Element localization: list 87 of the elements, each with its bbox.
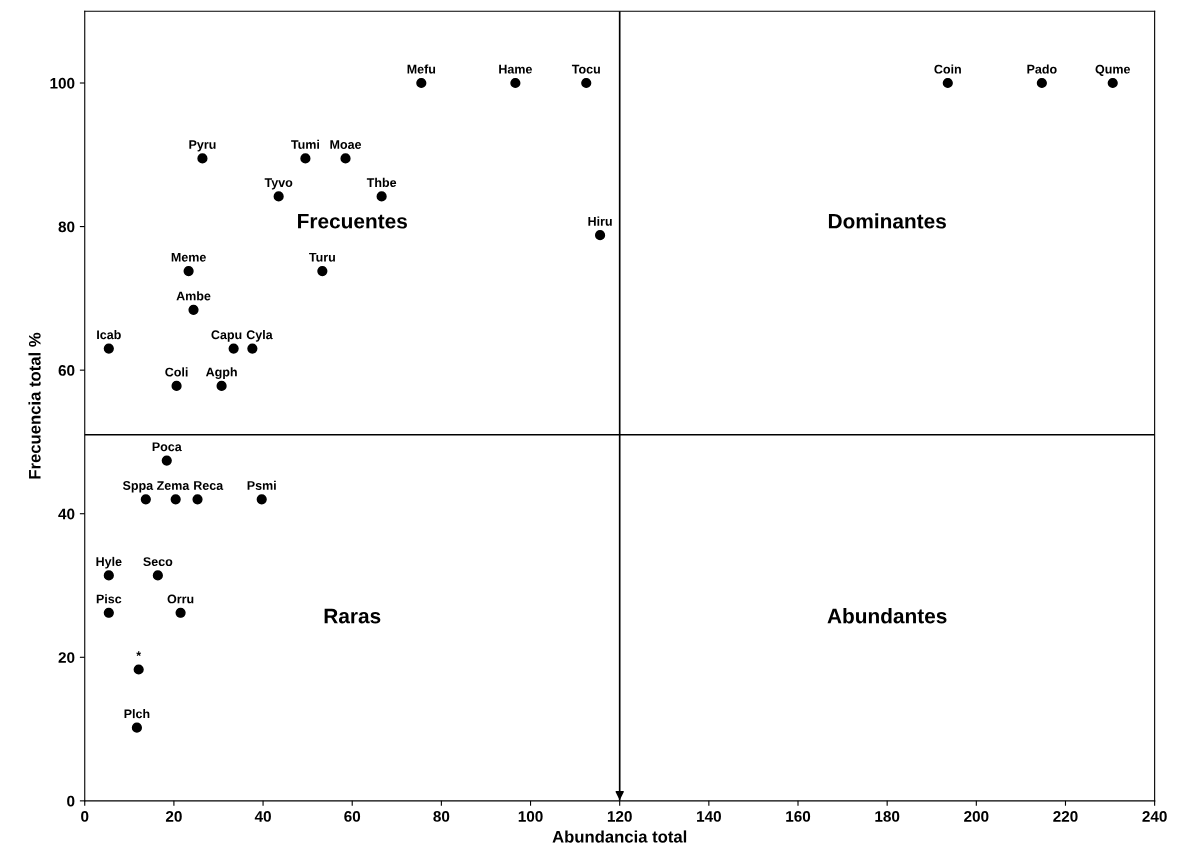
point <box>197 153 208 164</box>
annotation: Zema <box>157 481 190 490</box>
point <box>192 494 203 505</box>
x-tick-label: 120 <box>607 810 632 822</box>
point <box>510 77 521 89</box>
annotation: Cyla <box>246 330 273 342</box>
annotation: Reca <box>194 481 224 490</box>
point <box>317 265 328 277</box>
point <box>300 153 311 164</box>
annotation: Agph <box>205 367 237 379</box>
point <box>103 570 114 581</box>
annotation: Meme <box>171 252 206 262</box>
point <box>103 343 114 354</box>
annotation: Pado <box>1027 64 1057 74</box>
y-tick-label: 40 <box>58 508 75 520</box>
point <box>256 494 267 505</box>
point <box>340 153 351 164</box>
annotation: Icab <box>97 330 121 340</box>
annotation: Capu <box>211 330 242 342</box>
annotation: Turu <box>309 252 335 262</box>
x-tick-label: 180 <box>875 810 900 822</box>
x-tick-label: 80 <box>433 810 450 822</box>
x-tick-label: 140 <box>697 810 721 822</box>
annotation: Tumi <box>291 139 319 149</box>
point <box>175 607 186 618</box>
x-tick-label: 40 <box>254 810 271 822</box>
annotation: Pisc <box>96 594 122 604</box>
point <box>942 77 953 89</box>
point <box>216 380 227 392</box>
y-tick-label: 100 <box>50 77 75 89</box>
point <box>581 77 592 89</box>
x-tick-label: 200 <box>964 810 989 822</box>
annotation: Plch <box>124 709 150 719</box>
x-tick-label: 240 <box>1142 810 1167 822</box>
annotation: Pyru <box>189 140 216 152</box>
annotation: Qume <box>1095 64 1131 76</box>
point <box>103 607 114 618</box>
annotation: Psmi <box>247 480 276 490</box>
point <box>161 455 172 466</box>
point <box>140 494 151 505</box>
point <box>183 265 194 277</box>
x-tick-label: 60 <box>344 810 361 822</box>
point <box>228 343 239 354</box>
point <box>133 664 144 675</box>
annotation: Ambe <box>176 291 211 301</box>
x-tick-label: 100 <box>518 810 543 822</box>
annotation: Coli <box>165 367 188 377</box>
point <box>152 570 163 581</box>
point <box>188 304 199 315</box>
point <box>1107 77 1118 89</box>
x-tick-label: 160 <box>786 810 811 822</box>
y-tick-label: 0 <box>67 795 75 807</box>
annotation: Seco <box>143 557 173 567</box>
point <box>247 343 258 354</box>
annotation: Sppa <box>122 481 154 493</box>
annotation: Moae <box>330 140 362 149</box>
annotation: Hyle <box>96 556 122 569</box>
point <box>131 722 142 733</box>
x-axis-title: Abundancia total <box>552 830 687 843</box>
point <box>1036 77 1047 89</box>
annotation: Tyvo <box>264 178 293 190</box>
y-axis-title: Frecuencia total % <box>28 332 41 479</box>
point <box>170 494 181 505</box>
annotation: Abundantes <box>827 608 947 624</box>
x-tick-label: 20 <box>165 810 182 822</box>
x-tick-label: 0 <box>81 810 89 822</box>
annotation: Mefu <box>407 64 436 74</box>
annotation: Thbe <box>366 177 397 188</box>
annotation: Frecuentes <box>298 214 407 229</box>
x-tick-label: 220 <box>1053 810 1078 822</box>
point <box>376 191 387 202</box>
point <box>594 230 606 241</box>
y-tick-label: 80 <box>58 221 75 233</box>
annotation: Raras <box>324 608 381 624</box>
annotation: Dominantes <box>828 213 946 229</box>
annotation: Orru <box>167 594 194 604</box>
point <box>171 380 182 392</box>
y-tick-label: 20 <box>58 652 75 663</box>
point <box>416 77 427 89</box>
annotation: Hame <box>499 64 532 74</box>
annotation: Coin <box>934 64 961 74</box>
y-tick-label: 60 <box>58 365 75 376</box>
annotation: * <box>136 651 142 657</box>
annotation: Tocu <box>571 64 600 74</box>
annotation: Hiru <box>588 216 612 226</box>
annotation: Poca <box>152 442 182 452</box>
point <box>273 191 284 202</box>
